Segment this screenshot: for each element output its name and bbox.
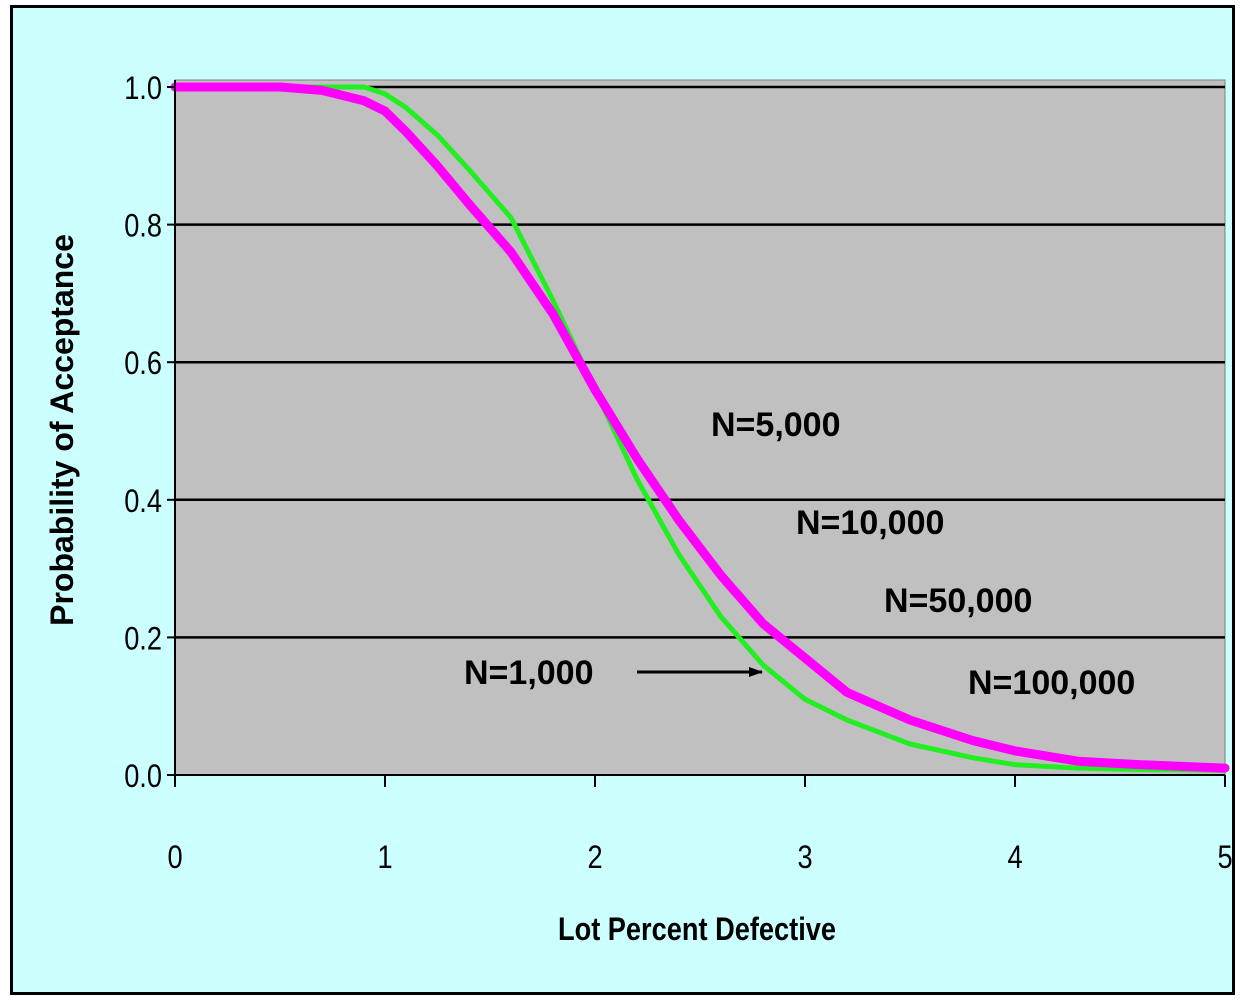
x-tick-label: 1 xyxy=(377,840,392,876)
x-axis-title: Lot Percent Defective xyxy=(558,912,836,948)
x-axis-ticks: 0 1 2 3 4 5 xyxy=(167,775,1233,876)
plot-area xyxy=(174,79,1226,776)
annotation-n5000: N=5,000 xyxy=(711,406,841,444)
x-tick-label: 0 xyxy=(167,840,182,876)
y-axis-ticks: 0.0 0.2 0.4 0.6 0.8 1.0 xyxy=(124,71,175,795)
y-tick-label: 0.4 xyxy=(124,484,162,520)
annotation-n1000: N=1,000 xyxy=(464,654,594,692)
x-tick-label: 4 xyxy=(1007,840,1022,876)
series-layer xyxy=(170,82,1230,773)
y-tick-label: 0.0 xyxy=(124,759,162,795)
annotation-n100000: N=100,000 xyxy=(968,664,1135,702)
series-line-0 xyxy=(172,84,1228,773)
x-tick-label: 5 xyxy=(1217,840,1232,876)
y-axis-title: Probability of Acceptance xyxy=(44,234,80,626)
y-tick-label: 0.2 xyxy=(124,621,162,657)
y-tick-label: 1.0 xyxy=(124,71,162,107)
series-line-1 xyxy=(170,82,1230,773)
y-tick-label: 0.6 xyxy=(124,346,162,382)
y-tick-label: 0.8 xyxy=(124,209,162,245)
annotation-n50000: N=50,000 xyxy=(884,582,1032,620)
x-tick-label: 2 xyxy=(587,840,602,876)
annotation-n10000: N=10,000 xyxy=(796,504,944,542)
x-tick-label: 3 xyxy=(797,840,812,876)
